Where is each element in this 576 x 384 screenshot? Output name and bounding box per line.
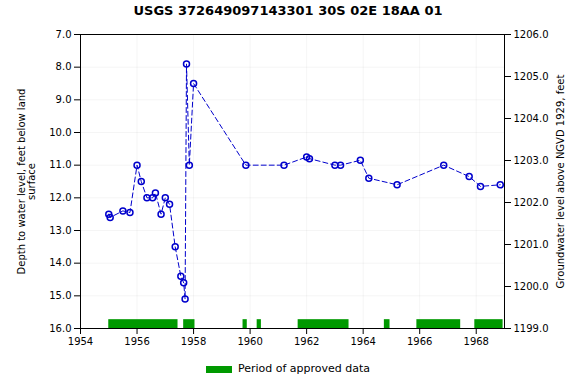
svg-text:8.0: 8.0 <box>56 61 72 72</box>
svg-text:1956: 1956 <box>124 336 149 347</box>
svg-text:1201.0: 1201.0 <box>514 239 549 250</box>
svg-text:1960: 1960 <box>237 336 262 347</box>
svg-text:1958: 1958 <box>181 336 206 347</box>
svg-text:14.0: 14.0 <box>49 257 71 268</box>
svg-text:1203.0: 1203.0 <box>514 155 549 166</box>
svg-text:12.0: 12.0 <box>49 192 71 203</box>
svg-text:1964: 1964 <box>350 336 375 347</box>
svg-text:Depth to water level, feet bel: Depth to water level, feet below landsur… <box>16 89 37 275</box>
svg-text:1206.0: 1206.0 <box>514 29 549 40</box>
svg-text:1966: 1966 <box>407 336 432 347</box>
svg-text:1200.0: 1200.0 <box>514 281 549 292</box>
html-text:Period of approved data: Period of approved data <box>237 362 371 375</box>
svg-text:1954: 1954 <box>68 336 93 347</box>
svg-text:13.0: 13.0 <box>49 225 71 236</box>
svg-text:16.0: 16.0 <box>49 323 71 334</box>
svg-text:1962: 1962 <box>294 336 319 347</box>
svg-text:1202.0: 1202.0 <box>514 197 549 208</box>
html-text:USGS 372649097143301 30S 02E 1: USGS 372649097143301 30S 02E 18AA 01 <box>133 3 443 18</box>
svg-text:1968: 1968 <box>464 336 489 347</box>
svg-text:7.0: 7.0 <box>56 29 72 40</box>
svg-text:1199.0: 1199.0 <box>514 323 549 334</box>
svg-text:15.0: 15.0 <box>49 290 71 301</box>
svg-text:1205.0: 1205.0 <box>514 71 549 82</box>
svg-text:9.0: 9.0 <box>56 94 72 105</box>
svg-text:1204.0: 1204.0 <box>514 113 549 124</box>
svg-text:11.0: 11.0 <box>49 159 71 170</box>
svg-text:Groundwater level above NGVD 1: Groundwater level above NGVD 1929, feet <box>555 75 566 289</box>
svg-text:10.0: 10.0 <box>49 127 71 138</box>
